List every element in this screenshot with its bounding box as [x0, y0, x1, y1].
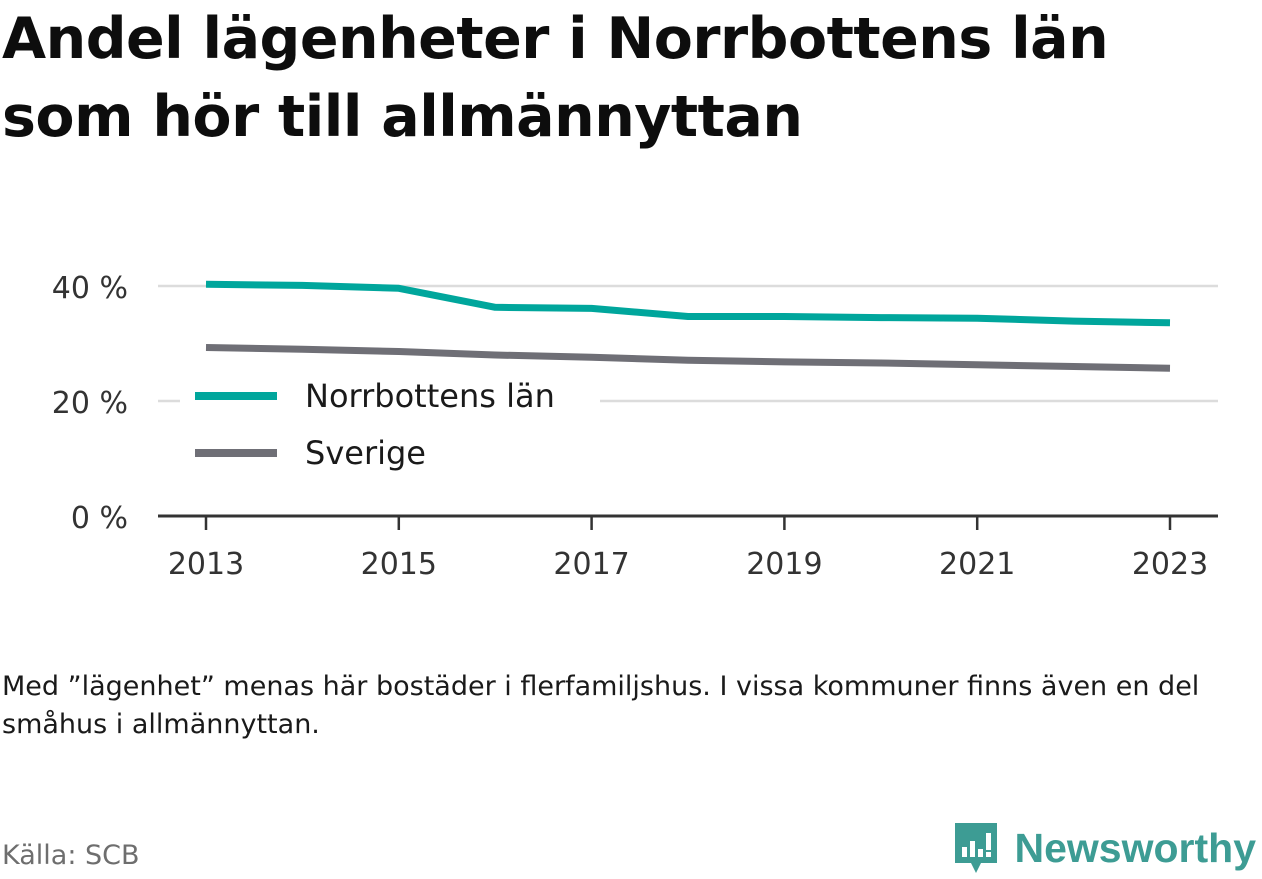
chart-title: Andel lägenheter i Norrbottens län som h… [2, 6, 1109, 150]
x-tick-label: 2015 [361, 547, 437, 582]
x-tick-label: 2017 [553, 547, 629, 582]
line-chart: 0 % 20 % 40 % 2013 2015 2017 2019 2021 2023 Nor… [52, 271, 1218, 582]
x-tick-label: 2021 [939, 547, 1015, 582]
y-tick-labels: 0 % 20 % 40 % [52, 271, 128, 536]
legend-mask [180, 366, 600, 476]
legend-background [180, 366, 600, 476]
x-tick-label: 2013 [168, 547, 244, 582]
x-axis [158, 514, 1218, 530]
newsworthy-logo: Newsworthy [951, 819, 1257, 877]
y-tick-label: 40 % [52, 271, 128, 306]
x-tick-labels: 2013 2015 2017 2019 2021 2023 [168, 547, 1208, 582]
brand-name: Newsworthy [1014, 824, 1257, 871]
source-label: Källa: SCB [2, 840, 140, 871]
newsworthy-logo-icon [954, 823, 997, 873]
series-line [205, 280, 1171, 327]
y-tick-label: 0 % [71, 501, 128, 536]
legend-label: Sverige [305, 434, 426, 472]
legend-label: Norrbottens län [305, 377, 555, 415]
series-line [205, 344, 1171, 372]
legend: Norrbottens län Sverige [195, 377, 555, 472]
footnote: Med ”lägenhet” menas här bostäder i fler… [2, 671, 1200, 740]
x-tick-label: 2023 [1132, 547, 1208, 582]
series-lines [205, 280, 1171, 372]
y-tick-label: 20 % [52, 386, 128, 421]
x-tick-label: 2019 [746, 547, 822, 582]
